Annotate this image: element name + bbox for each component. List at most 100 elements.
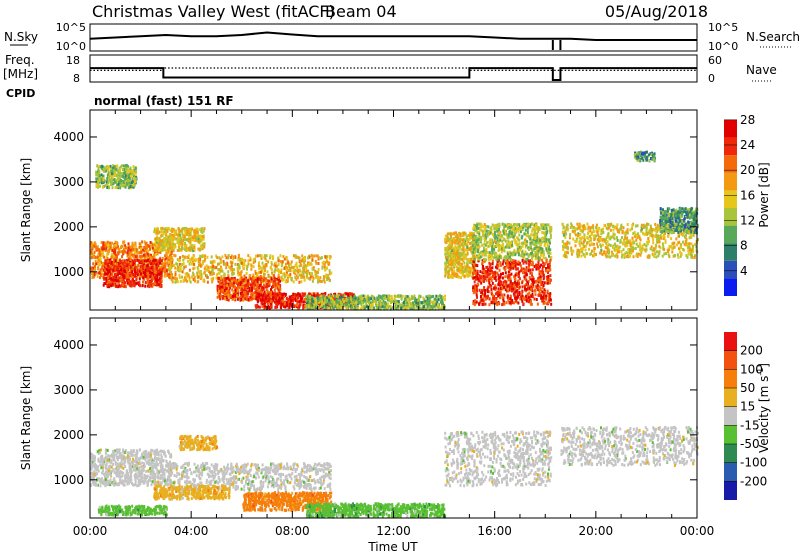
range-cell: [468, 261, 471, 264]
range-cell: [333, 301, 336, 305]
range-cell: [282, 277, 285, 281]
range-cell: [295, 293, 298, 297]
range-cell: [222, 290, 225, 294]
range-cell: [158, 266, 161, 270]
range-cell: [384, 296, 386, 300]
range-cell: [220, 288, 223, 291]
range-cell: [165, 269, 168, 273]
range-cell: [527, 296, 530, 300]
range-cell: [124, 244, 127, 248]
range-cell: [247, 259, 250, 263]
range-cell: [201, 247, 204, 251]
range-cell: [242, 298, 245, 302]
range-cell: [210, 277, 213, 281]
range-cell: [311, 267, 314, 271]
range-cell: [428, 305, 431, 309]
range-cell: [299, 299, 302, 303]
range-cell: [277, 263, 280, 266]
range-cell: [93, 250, 96, 254]
range-cell: [196, 271, 199, 275]
range-cell: [252, 258, 255, 262]
range-cell: [404, 300, 407, 304]
range-cell: [181, 270, 184, 274]
range-cell: [403, 303, 406, 307]
range-cell: [498, 290, 501, 294]
range-cell: [125, 275, 128, 279]
range-cell: [228, 284, 231, 287]
range-cell: [451, 249, 453, 253]
range-cell: [317, 297, 320, 301]
range-cell: [545, 259, 548, 263]
range-cell: [388, 304, 391, 308]
range-cell: [202, 279, 205, 283]
range-cell: [542, 265, 544, 269]
range-cell: [444, 252, 447, 256]
range-cell: [95, 262, 98, 266]
range-cell: [115, 265, 118, 269]
range-cell: [256, 303, 259, 307]
range-cell: [258, 254, 261, 258]
range-cell: [282, 292, 285, 296]
range-cell: [279, 254, 282, 258]
range-cell: [334, 292, 337, 296]
range-cell: [459, 266, 462, 270]
range-cell: [201, 238, 204, 242]
range-cell: [488, 265, 491, 269]
range-cell: [396, 302, 399, 306]
range-cell: [192, 267, 195, 271]
range-cell: [307, 294, 309, 298]
range-cell: [259, 279, 262, 283]
nave-series-line: [90, 67, 697, 72]
range-cell: [346, 296, 349, 300]
range-cell: [322, 294, 325, 298]
range-cell: [183, 238, 186, 242]
range-cell: [255, 280, 258, 284]
range-cell: [113, 266, 115, 270]
range-cell: [382, 302, 385, 306]
range-cell: [283, 302, 286, 306]
range-cell: [197, 239, 200, 243]
range-cell: [270, 268, 273, 272]
range-cell: [281, 278, 284, 282]
range-cell: [266, 283, 269, 286]
range-cell: [129, 248, 132, 252]
range-cell: [170, 238, 173, 242]
range-cell: [311, 279, 314, 283]
range-cell: [143, 249, 146, 253]
range-cell: [310, 253, 313, 257]
range-cell: [319, 276, 322, 280]
range-cell: [358, 301, 361, 305]
range-cell: [207, 265, 210, 269]
range-cell: [337, 307, 340, 311]
range-cell: [146, 280, 149, 284]
range-cell: [189, 228, 192, 232]
range-cell: [187, 228, 190, 231]
range-cell: [134, 245, 137, 249]
range-cell: [481, 271, 484, 275]
range-cell: [160, 262, 163, 266]
range-cell: [521, 293, 523, 296]
range-cell: [130, 274, 133, 278]
range-cell: [280, 271, 282, 274]
range-cell: [445, 248, 448, 252]
range-cell: [514, 259, 517, 263]
range-cell: [196, 233, 199, 237]
range-cell: [197, 275, 200, 279]
range-cell: [471, 261, 474, 265]
range-cell: [154, 246, 157, 250]
range-cell: [516, 292, 519, 295]
range-cell: [335, 298, 338, 302]
range-cell: [146, 277, 149, 281]
range-cell: [513, 294, 516, 298]
range-cell: [160, 266, 163, 269]
range-cell: [171, 280, 174, 284]
range-cell: [538, 272, 541, 276]
range-cell: [466, 274, 469, 278]
range-cell: [251, 288, 253, 292]
range-cell: [363, 306, 366, 310]
range-cell: [326, 299, 329, 303]
freq-left-tick-low: 8: [73, 72, 80, 85]
range-cell: [184, 265, 187, 269]
range-cell: [435, 298, 438, 302]
range-cell: [489, 267, 492, 271]
